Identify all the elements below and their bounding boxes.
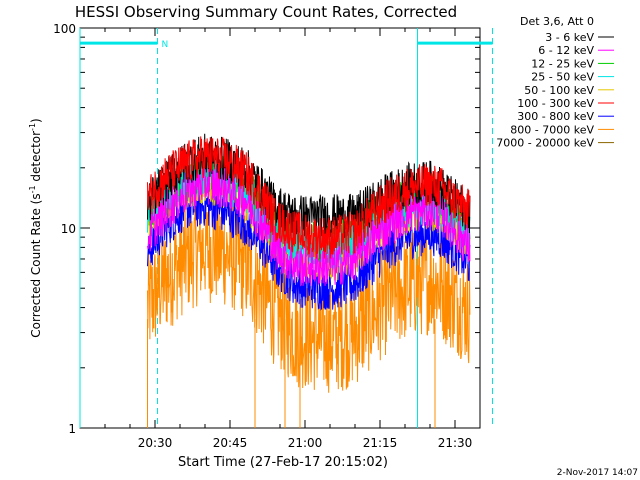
y-axis-label-main: Corrected Count Rate (s — [29, 193, 43, 337]
series-layer — [147, 133, 471, 428]
legend-item-label: 25 - 50 keV — [531, 71, 594, 84]
series-line — [147, 136, 471, 259]
y-axis-label-sup2: -1 — [28, 123, 37, 131]
legend-item-label: 12 - 25 keV — [531, 57, 594, 70]
y-axis-label: Corrected Count Rate (s-1 detector-1) — [28, 118, 43, 337]
annotation-label: N — [162, 40, 169, 50]
y-axis-label-end: ) — [29, 118, 43, 123]
y-axis-label-sup1: -1 — [28, 185, 37, 193]
legend-item-label: 6 - 12 keV — [538, 44, 594, 57]
legend-item-label: 50 - 100 keV — [524, 84, 594, 97]
x-tick-label: 21:00 — [288, 436, 323, 450]
x-axis-label: Start Time (27-Feb-17 20:15:02) — [178, 455, 388, 470]
y-tick-label: 1 — [68, 422, 76, 436]
x-tick-label: 21:30 — [438, 436, 473, 450]
legend-header: Det 3,6, Att 0 — [520, 15, 594, 28]
series-line — [147, 160, 471, 287]
y-tick-label: 100 — [53, 22, 76, 36]
x-tick-label: 20:30 — [138, 436, 173, 450]
y-axis-label-mid: detector — [29, 131, 43, 186]
legend-item-label: 800 - 7000 keV — [510, 123, 594, 136]
footer-date: 2-Nov-2017 14:07 — [557, 468, 638, 478]
chart-title: HESSI Observing Summary Count Rates, Cor… — [75, 3, 457, 21]
x-tick-label: 20:45 — [213, 436, 248, 450]
legend-item-label: 300 - 800 keV — [517, 110, 594, 123]
x-tick-label: 21:15 — [363, 436, 398, 450]
y-tick-label: 10 — [61, 222, 76, 236]
series-line — [147, 195, 471, 393]
legend-item-label: 100 - 300 keV — [517, 97, 594, 110]
axis-ticks: 20:30 20:45 21:00 21:15 21:30 1 10 100 — [53, 22, 480, 450]
legend-item-label: 7000 - 20000 keV — [496, 137, 594, 150]
legend-item-label: 3 - 6 keV — [545, 31, 594, 44]
